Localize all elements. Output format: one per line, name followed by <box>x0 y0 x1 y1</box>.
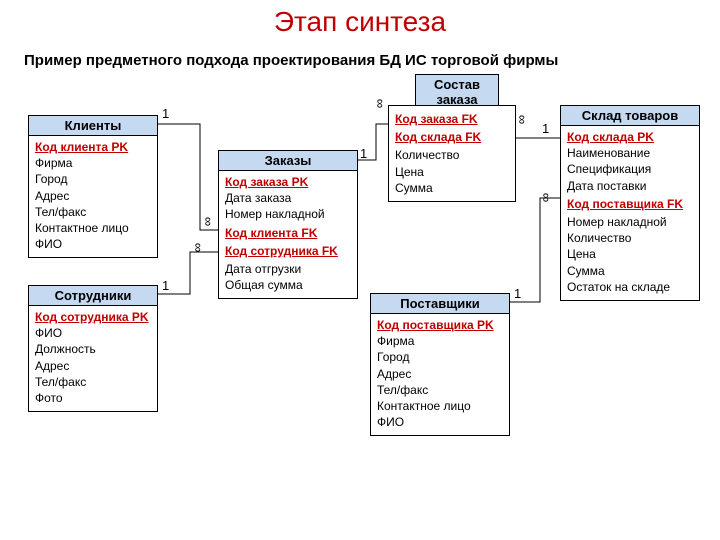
entity-suppliers-header: Поставщики <box>371 294 509 314</box>
subtitle-text: Пример предметного подхода проектировани… <box>24 52 558 69</box>
entity-warehouse-attr: Наименование <box>567 145 693 161</box>
entity-employees-body: Код сотрудника PKФИОДолжностьАдресТел/фа… <box>29 306 157 411</box>
relation-warehouse-orderitems-one-label: 1 <box>542 121 549 136</box>
entity-orders-header: Заказы <box>219 151 357 171</box>
entity-warehouse-attr: Код склада PK <box>567 129 693 145</box>
relation-suppliers-warehouse-one-label: 1 <box>514 286 521 301</box>
entity-suppliers-attr: Фирма <box>377 333 503 349</box>
entity-suppliers-attr: ФИО <box>377 414 503 430</box>
relation-orders-orderitems-one-label: 1 <box>360 146 367 161</box>
entity-orders: ЗаказыКод заказа PKДата заказаНомер накл… <box>218 150 358 299</box>
entity-warehouse-attr: Сумма <box>567 263 693 279</box>
entity-orders-attr: Код заказа PK <box>225 174 351 190</box>
entity-suppliers-attr: Адрес <box>377 366 503 382</box>
relation-clients-orders <box>158 124 218 230</box>
entity-suppliers-attr: Город <box>377 349 503 365</box>
entity-clients-attr: Город <box>35 171 151 187</box>
entity-clients-attr: Тел/факс <box>35 204 151 220</box>
entity-clients: КлиентыКод клиента PKФирмаГородАдресТел/… <box>28 115 158 258</box>
relation-employees-orders-many-label: ∞ <box>191 243 206 252</box>
page-subtitle: Пример предметного подхода проектировани… <box>24 52 558 69</box>
entity-clients-attr: ФИО <box>35 236 151 252</box>
relation-suppliers-warehouse-many-label: ∞ <box>539 193 554 202</box>
entity-employees-attr: Код сотрудника PK <box>35 309 151 325</box>
entity-employees-attr: Тел/факс <box>35 374 151 390</box>
entity-warehouse-attr: Количество <box>567 230 693 246</box>
entity-warehouse-attr: Спецификация <box>567 161 693 177</box>
relation-warehouse-orderitems-many-label: ∞ <box>515 115 530 124</box>
entity-suppliers: ПоставщикиКод поставщика PKФирмаГородАдр… <box>370 293 510 436</box>
entity-orders-attr: Номер накладной <box>225 206 351 222</box>
relation-orders-orderitems-many-label: ∞ <box>373 99 388 108</box>
title-text: Этап синтеза <box>274 6 446 37</box>
entity-orders-attr: Дата отгрузки <box>225 261 351 277</box>
entity-orders-attr: Код клиента FK <box>225 225 351 241</box>
entity-clients-attr: Адрес <box>35 188 151 204</box>
entity-warehouse-attr: Дата поставки <box>567 178 693 194</box>
entity-employees-attr: Фото <box>35 390 151 406</box>
entity-order_items-attr: Код склада FK <box>395 129 509 145</box>
entity-warehouse-attr: Номер накладной <box>567 214 693 230</box>
relation-clients-orders-many-label: ∞ <box>201 217 216 226</box>
entity-order_items-body: Код заказа FK Код склада FK КоличествоЦена… <box>389 106 515 201</box>
entity-order_items-attr: Цена <box>395 164 509 180</box>
entity-order_items-attr: Количество <box>395 147 509 163</box>
entity-orders-body: Код заказа PKДата заказаНомер накладной К… <box>219 171 357 298</box>
entity-order_items: Код заказа FK Код склада FK КоличествоЦена… <box>388 105 516 202</box>
entity-clients-header: Клиенты <box>29 116 157 136</box>
entity-orders-attr: Код сотрудника FK <box>225 243 351 259</box>
entity-clients-attr: Код клиента PK <box>35 139 151 155</box>
entity-orders-attr: Общая сумма <box>225 277 351 293</box>
entity-warehouse-header: Склад товаров <box>561 106 699 126</box>
entity-clients-attr: Фирма <box>35 155 151 171</box>
entity-suppliers-attr: Контактное лицо <box>377 398 503 414</box>
relation-clients-orders-one-label: 1 <box>162 106 169 121</box>
entity-clients-attr: Контактное лицо <box>35 220 151 236</box>
entity-suppliers-attr: Тел/факс <box>377 382 503 398</box>
entity-warehouse-body: Код склада PKНаименованиеСпецификацияДат… <box>561 126 699 300</box>
entity-warehouse: Склад товаровКод склада PKНаименованиеСп… <box>560 105 700 301</box>
entity-employees: СотрудникиКод сотрудника PKФИОДолжностьА… <box>28 285 158 412</box>
entity-warehouse-attr: Остаток на складе <box>567 279 693 295</box>
entity-suppliers-body: Код поставщика PKФирмаГородАдресТел/факс… <box>371 314 509 435</box>
entity-clients-body: Код клиента PKФирмаГородАдресТел/факсКон… <box>29 136 157 257</box>
entity-employees-header: Сотрудники <box>29 286 157 306</box>
entity-order_items-attr: Код заказа FK <box>395 111 509 127</box>
entity-orders-attr: Дата заказа <box>225 190 351 206</box>
relation-employees-orders-one-label: 1 <box>162 278 169 293</box>
entity-suppliers-attr: Код поставщика PK <box>377 317 503 333</box>
entity-employees-attr: ФИО <box>35 325 151 341</box>
entity-warehouse-attr: Цена <box>567 246 693 262</box>
entity-warehouse-attr: Код поставщика FK <box>567 196 693 212</box>
entity-order_items-attr: Сумма <box>395 180 509 196</box>
page-title: Этап синтеза <box>0 6 720 38</box>
entity-employees-attr: Должность <box>35 341 151 357</box>
entity-employees-attr: Адрес <box>35 358 151 374</box>
